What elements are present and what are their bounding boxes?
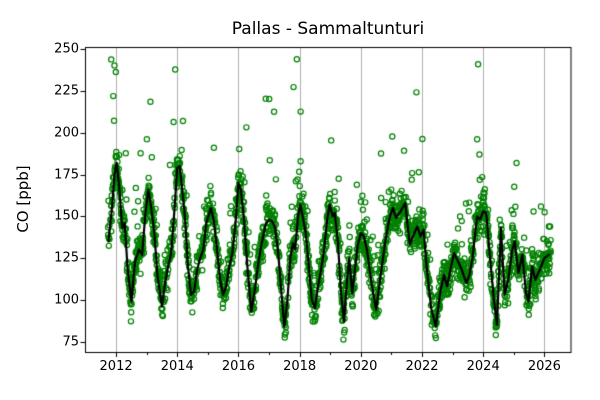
x-tick-label-2026: 2026 <box>527 359 561 374</box>
x-tick-label-2020: 2020 <box>344 359 378 374</box>
y-tick-label-175: 175 <box>54 167 79 182</box>
x-tick-label-2014: 2014 <box>160 359 194 374</box>
y-tick-label-75: 75 <box>62 334 79 350</box>
chart-title: Pallas - Sammaltunturi <box>231 19 425 39</box>
y-tick-label-200: 200 <box>54 125 79 141</box>
y-tick-label-150: 150 <box>54 208 79 224</box>
x-tick-label-2012: 2012 <box>99 359 133 374</box>
y-tick-label-225: 225 <box>54 83 79 99</box>
y-tick-label-125: 125 <box>54 250 79 266</box>
x-tick-label-2022: 2022 <box>405 359 439 374</box>
y-tick-label-100: 100 <box>54 292 79 308</box>
y-tick-label-250: 250 <box>54 41 79 57</box>
x-tick-label-2024: 2024 <box>466 359 500 374</box>
x-tick-label-2018: 2018 <box>283 359 317 374</box>
x-tick-label-2016: 2016 <box>221 359 255 374</box>
y-axis-label: CO [ppb] <box>14 165 32 233</box>
